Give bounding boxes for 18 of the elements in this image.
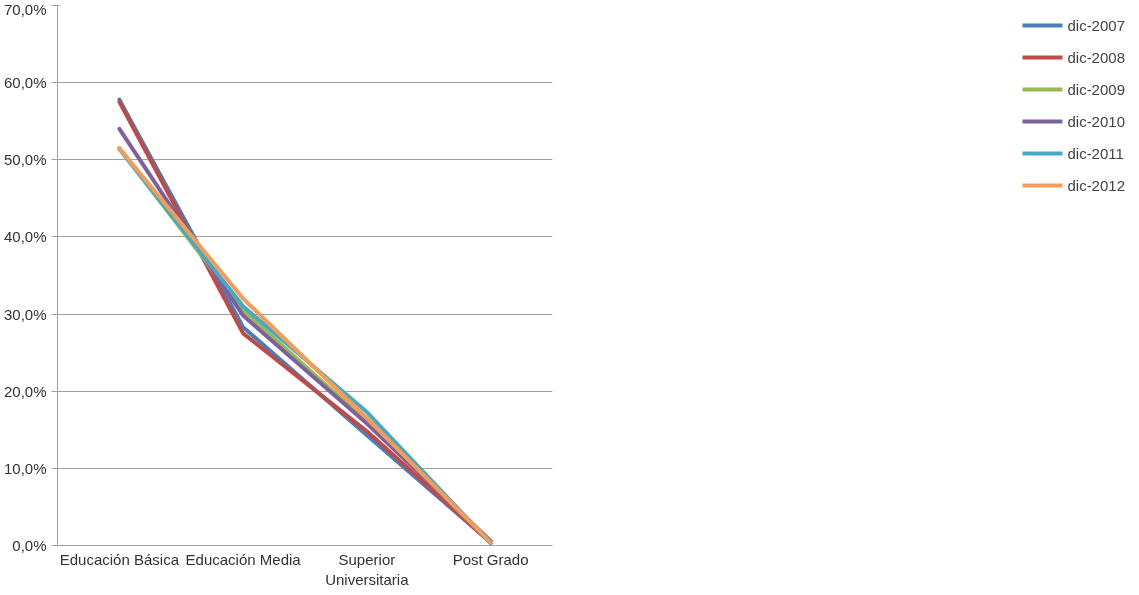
legend-label: dic-2008 [1067,48,1125,66]
legend-label: dic-2012 [1067,176,1125,194]
x-tick-label: Superior Universitaria [325,550,410,588]
legend-label: dic-2010 [1067,112,1125,130]
y-tick-label: 40,0% [3,228,47,246]
y-tick-label: 20,0% [3,382,47,400]
x-tick-label: Post Grado [452,550,529,568]
y-tick-label: 60,0% [3,74,47,92]
x-tick-label: Educación Media [185,550,302,568]
x-tick-label: Educación Básica [59,550,180,568]
legend-label: dic-2009 [1067,80,1125,98]
y-tick-label: 70,0% [3,0,47,18]
y-tick-label: 10,0% [3,459,47,477]
y-tick-label: 30,0% [3,305,47,323]
legend-label: dic-2007 [1067,16,1125,34]
y-tick-label: 0,0% [12,537,47,554]
legend-label: dic-2011 [1067,144,1124,162]
y-tick-label: 50,0% [3,151,47,169]
